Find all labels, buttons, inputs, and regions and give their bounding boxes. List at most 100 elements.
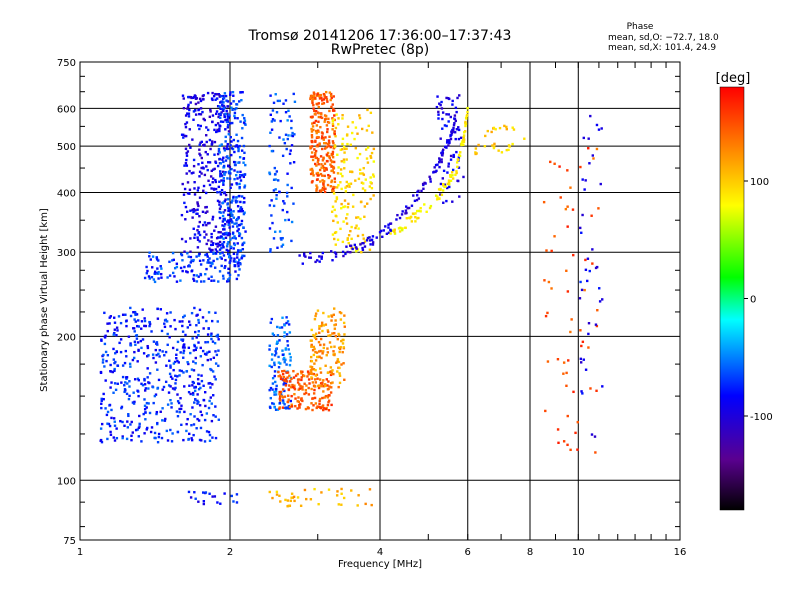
- echo-point: [333, 114, 336, 117]
- echo-point: [289, 380, 292, 383]
- echo-point: [182, 315, 185, 319]
- echo-point: [410, 220, 414, 223]
- echo-point: [197, 101, 200, 104]
- echo-point: [197, 275, 200, 278]
- echo-point: [199, 355, 203, 358]
- echo-point: [116, 382, 119, 385]
- echo-point: [178, 407, 181, 411]
- echo-point: [441, 177, 444, 180]
- echo-point: [160, 329, 164, 333]
- echo-point: [100, 440, 104, 444]
- echo-point: [238, 234, 241, 238]
- echo-point: [121, 313, 125, 316]
- echo-point: [293, 386, 296, 390]
- echo-point: [283, 395, 287, 398]
- echo-point: [235, 501, 239, 504]
- echo-point: [232, 252, 236, 256]
- echo-point: [223, 223, 227, 226]
- echo-point: [321, 147, 324, 151]
- echo-point: [211, 436, 214, 439]
- echo-point: [222, 172, 226, 175]
- echo-point: [317, 115, 321, 119]
- echo-point: [214, 123, 218, 127]
- echo-point: [232, 260, 236, 263]
- echo-point: [163, 354, 166, 357]
- echo-point: [438, 102, 441, 105]
- echo-point: [333, 109, 336, 112]
- echo-point: [232, 94, 235, 97]
- echo-point: [187, 362, 190, 366]
- echo-point: [565, 384, 568, 388]
- echo-point: [289, 399, 293, 403]
- echo-point: [243, 151, 246, 155]
- y-tick-label: 500: [57, 142, 76, 153]
- echo-point: [234, 173, 238, 177]
- echo-point: [438, 165, 441, 169]
- y-tick-label: 100: [57, 476, 76, 487]
- echo-point: [439, 103, 442, 107]
- echo-point: [219, 116, 222, 119]
- echo-point: [163, 322, 166, 325]
- echo-point: [311, 155, 315, 158]
- echo-point: [200, 374, 203, 377]
- echo-point: [227, 113, 231, 116]
- echo-point: [293, 392, 296, 396]
- echo-point: [210, 240, 213, 243]
- echo-point: [236, 205, 240, 208]
- echo-point: [441, 111, 445, 114]
- echo-point: [280, 326, 284, 329]
- echo-point: [196, 399, 199, 403]
- echo-point: [148, 381, 151, 385]
- echo-point: [207, 382, 210, 385]
- echo-point: [145, 265, 148, 269]
- echo-point: [186, 105, 190, 108]
- echo-point: [321, 164, 325, 168]
- echo-point: [206, 333, 210, 336]
- echo-point: [181, 94, 185, 97]
- echo-point: [332, 160, 336, 164]
- echo-point: [313, 385, 317, 388]
- echo-point: [201, 210, 205, 214]
- echo-point: [214, 161, 218, 165]
- echo-point: [447, 180, 451, 184]
- echo-point: [238, 185, 241, 189]
- echo-point: [357, 227, 360, 230]
- echo-point: [372, 147, 376, 151]
- echo-point: [333, 132, 336, 136]
- echo-point: [203, 118, 206, 122]
- echo-point: [290, 239, 293, 243]
- echo-point: [198, 252, 201, 256]
- echo-point: [211, 243, 214, 246]
- echo-point: [312, 353, 316, 357]
- echo-point: [342, 205, 345, 209]
- echo-point: [146, 426, 149, 430]
- echo-point: [125, 392, 129, 396]
- echo-point: [280, 395, 283, 398]
- echo-point: [198, 97, 202, 101]
- echo-point: [321, 352, 324, 355]
- echo-point: [222, 228, 225, 231]
- echo-point: [214, 405, 217, 408]
- echo-point: [323, 396, 326, 399]
- echo-point: [219, 124, 222, 128]
- echo-point: [190, 270, 193, 273]
- echo-point: [333, 345, 336, 348]
- echo-point: [236, 170, 239, 174]
- echo-point: [213, 167, 216, 171]
- echo-point: [361, 242, 364, 245]
- echo-point: [168, 372, 172, 376]
- echo-point: [452, 123, 456, 127]
- echo-point: [586, 279, 589, 283]
- echo-point: [276, 334, 280, 337]
- echo-point: [451, 174, 454, 177]
- echo-point: [280, 238, 283, 241]
- echo-point: [148, 255, 151, 258]
- echo-point: [400, 213, 404, 216]
- echo-point: [188, 128, 191, 131]
- echo-point: [285, 316, 288, 319]
- echo-point: [335, 186, 339, 189]
- echo-point: [197, 373, 200, 377]
- echo-point: [352, 193, 355, 197]
- echo-point: [323, 383, 327, 386]
- echo-point: [328, 341, 332, 344]
